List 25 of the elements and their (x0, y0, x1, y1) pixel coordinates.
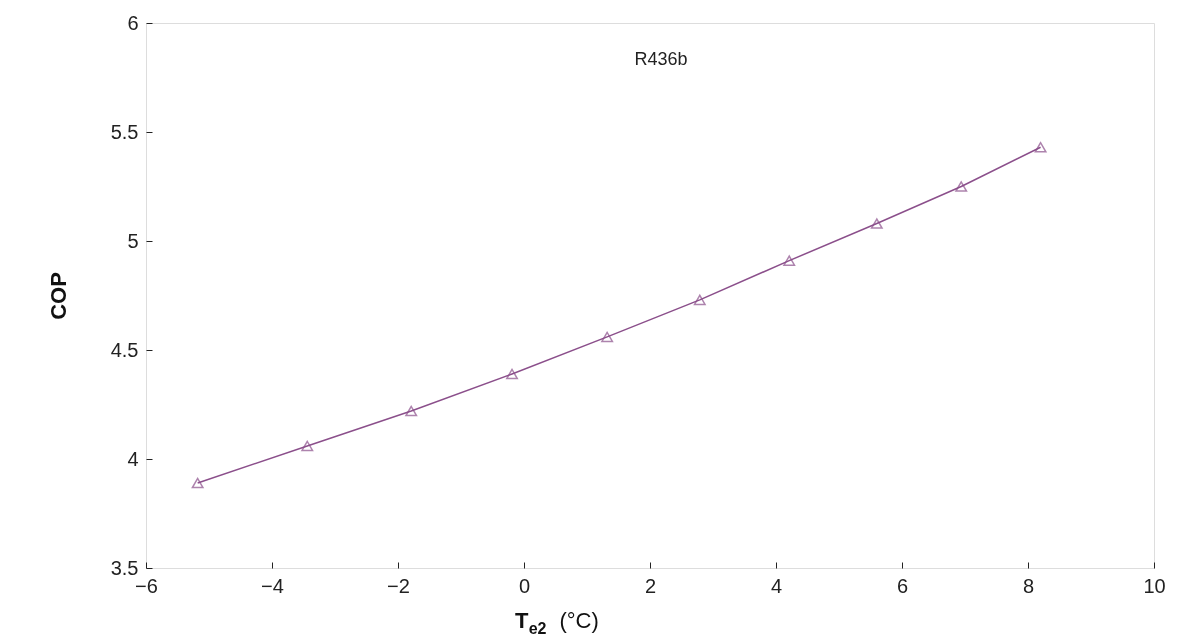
x-tick-label: 8 (1022, 574, 1035, 597)
x-tick-label: 6 (896, 574, 909, 597)
x-tick-label: −2 (387, 574, 410, 597)
x-tick-label: 4 (770, 574, 783, 597)
point (955, 181, 968, 192)
y-tick-label: 6 (127, 11, 139, 34)
point (301, 440, 314, 452)
point (601, 331, 614, 343)
x-tick-label: 10 (1143, 574, 1166, 597)
x-tick-label: 0 (518, 574, 531, 597)
point (405, 405, 418, 417)
y-tick-label: 5 (127, 229, 139, 252)
y-tick-label: 4 (127, 447, 139, 470)
annotation: R436b (634, 49, 688, 69)
point (191, 477, 204, 489)
point (870, 218, 883, 229)
point (693, 294, 706, 306)
x-tick-label: 2 (644, 574, 657, 597)
point (783, 255, 796, 266)
x-tick-label: −4 (261, 574, 284, 597)
y-axis-title: COP (45, 272, 71, 320)
y-tick-label: 4.5 (110, 338, 139, 361)
point (506, 368, 519, 380)
y-tick-label: 5.5 (110, 120, 139, 143)
point (1034, 141, 1047, 153)
